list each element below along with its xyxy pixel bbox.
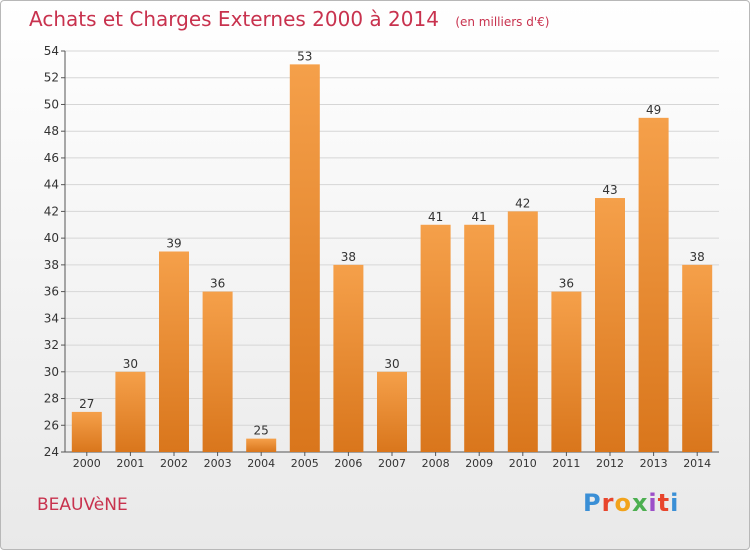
data-label: 30 — [123, 357, 138, 371]
title-text: Achats et Charges Externes 2000 à 2014 — [29, 7, 439, 31]
y-tick-label: 24 — [44, 445, 59, 459]
logo-letter: t — [657, 489, 671, 517]
data-label: 39 — [166, 237, 181, 251]
data-label: 36 — [559, 277, 574, 291]
proxiti-logo[interactable]: Proxiti — [583, 489, 679, 517]
data-label: 38 — [341, 250, 356, 264]
logo-letter: P — [583, 489, 602, 517]
y-tick-label: 48 — [44, 124, 59, 138]
x-tick-label: 2000 — [73, 457, 101, 470]
title-unit: (en milliers d'€) — [455, 15, 550, 29]
chart-title: Achats et Charges Externes 2000 à 2014 (… — [29, 7, 549, 31]
bar-2008 — [420, 224, 451, 452]
bar-2004 — [246, 438, 277, 452]
data-label: 38 — [690, 250, 705, 264]
bars — [71, 64, 713, 452]
x-tick-label: 2006 — [334, 457, 362, 470]
bar-2013 — [638, 117, 669, 452]
x-tick-label: 2012 — [596, 457, 624, 470]
y-tick-label: 46 — [44, 151, 59, 165]
logo-letter: i — [648, 489, 658, 517]
data-label: 41 — [428, 210, 443, 224]
data-label: 30 — [384, 357, 399, 371]
data-label: 49 — [646, 103, 661, 117]
y-tick-label: 50 — [44, 97, 59, 111]
bar-2000 — [71, 411, 102, 452]
y-tick-label: 52 — [44, 71, 59, 85]
x-tick-label: 2010 — [509, 457, 537, 470]
x-tick-label: 2008 — [422, 457, 450, 470]
logo-letter: r — [601, 489, 615, 517]
x-tick-label: 2009 — [465, 457, 493, 470]
bar-2003 — [202, 291, 233, 452]
data-label: 25 — [254, 424, 269, 438]
y-tick-label: 26 — [44, 418, 59, 432]
bar-2007 — [377, 371, 407, 452]
x-tick-label: 2004 — [247, 457, 275, 470]
bar-2012 — [595, 198, 625, 452]
logo-letter: o — [614, 489, 632, 517]
y-tick-label: 42 — [44, 204, 59, 218]
data-label: 43 — [602, 183, 617, 197]
y-tick-label: 30 — [44, 365, 59, 379]
bar-2010 — [507, 211, 538, 452]
data-label: 36 — [210, 277, 225, 291]
data-label: 53 — [297, 49, 312, 63]
bar-2006 — [333, 264, 364, 452]
bar-2009 — [464, 224, 495, 452]
x-tick-label: 2007 — [378, 457, 406, 470]
y-tick-label: 36 — [44, 285, 59, 299]
y-tick-label: 40 — [44, 231, 59, 245]
y-tick-label: 32 — [44, 338, 59, 352]
data-label: 42 — [515, 196, 530, 210]
x-tick-label: 2014 — [683, 457, 711, 470]
y-tick-label: 34 — [44, 311, 59, 325]
y-tick-label: 38 — [44, 258, 59, 272]
bar-2001 — [115, 371, 146, 452]
y-tick-label: 54 — [44, 44, 59, 58]
data-label: 27 — [79, 397, 94, 411]
bar-2002 — [159, 251, 189, 452]
x-tick-label: 2011 — [552, 457, 580, 470]
logo-letter: x — [631, 489, 649, 517]
y-tick-label: 28 — [44, 392, 59, 406]
x-tick-label: 2003 — [204, 457, 232, 470]
x-tick-label: 2001 — [116, 457, 144, 470]
logo-letter: i — [670, 489, 680, 517]
bar-2005 — [289, 64, 320, 452]
data-label: 41 — [472, 210, 487, 224]
x-tick-label: 2013 — [640, 457, 668, 470]
bar-2014 — [682, 264, 713, 452]
labels: 24 26 28 30 32 34 36 38 40 42 44 46 48 50 52 54 27 2000 30… — [44, 44, 711, 470]
y-tick-label: 44 — [44, 178, 59, 192]
town-name: BEAUVèNE — [37, 495, 128, 515]
x-tick-label: 2002 — [160, 457, 188, 470]
bar-2011 — [551, 291, 582, 452]
x-tick-label: 2005 — [291, 457, 319, 470]
